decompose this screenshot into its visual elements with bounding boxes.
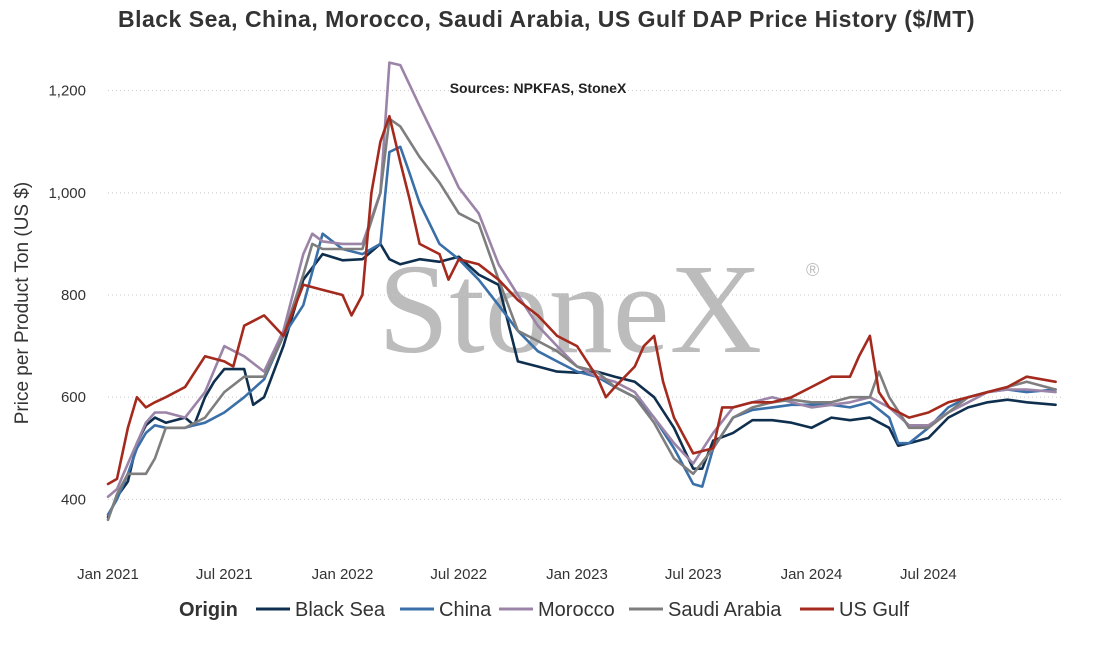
y-tick-label: 600 bbox=[61, 389, 86, 406]
y-tick-label: 800 bbox=[61, 287, 86, 304]
x-tick-label: Jan 2024 bbox=[781, 566, 843, 583]
y-tick-label: 1,000 bbox=[48, 185, 86, 202]
y-tick-label: 400 bbox=[61, 491, 86, 508]
legend-label: Morocco bbox=[538, 599, 615, 621]
legend-label: US Gulf bbox=[839, 599, 909, 621]
legend-title: Origin bbox=[179, 599, 238, 621]
x-tick-label: Jan 2021 bbox=[77, 566, 139, 583]
x-tick-label: Jul 2021 bbox=[196, 566, 253, 583]
chart-title: Black Sea, China, Morocco, Saudi Arabia,… bbox=[117, 6, 976, 32]
y-axis-label: Price per Product Ton (US $) bbox=[12, 182, 33, 425]
x-tick-label: Jul 2024 bbox=[900, 566, 957, 583]
x-axis-ticks: Jan 2021 Jul 2021 Jan 2022 Jul 2022 Jan 2023… bbox=[77, 566, 957, 583]
gridlines bbox=[108, 90, 1062, 500]
x-tick-label: Jul 2022 bbox=[430, 566, 487, 583]
series-line-black-sea bbox=[106, 242, 1057, 519]
x-tick-label: Jan 2022 bbox=[312, 566, 374, 583]
legend-label: Saudi Arabia bbox=[668, 599, 782, 621]
legend-label: Black Sea bbox=[295, 599, 386, 621]
legend: Origin Black Sea China Morocco Saudi Arabia… bbox=[179, 599, 909, 621]
source-annotation: Sources: NPKFAS, StoneX bbox=[450, 80, 627, 96]
series-lines bbox=[106, 61, 1057, 522]
series-line-us-gulf bbox=[106, 114, 1057, 486]
x-tick-label: Jan 2023 bbox=[546, 566, 608, 583]
watermark-registered-mark: ® bbox=[806, 260, 819, 280]
legend-label: China bbox=[439, 599, 492, 621]
series-line-saudi-arabia bbox=[106, 117, 1057, 522]
series-line-china bbox=[106, 145, 1057, 517]
x-tick-label: Jul 2023 bbox=[665, 566, 722, 583]
y-tick-label: 1,200 bbox=[48, 83, 86, 100]
y-axis-ticks: 400 600 800 1,000 1,200 bbox=[48, 83, 86, 509]
